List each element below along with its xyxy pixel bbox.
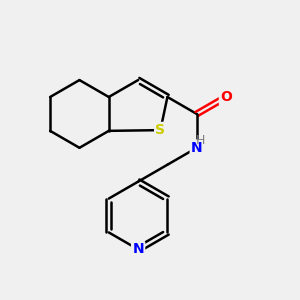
Text: O: O [220,90,232,104]
Text: H: H [196,134,206,147]
Text: S: S [155,123,165,137]
Text: N: N [132,242,144,256]
Text: N: N [191,141,203,155]
